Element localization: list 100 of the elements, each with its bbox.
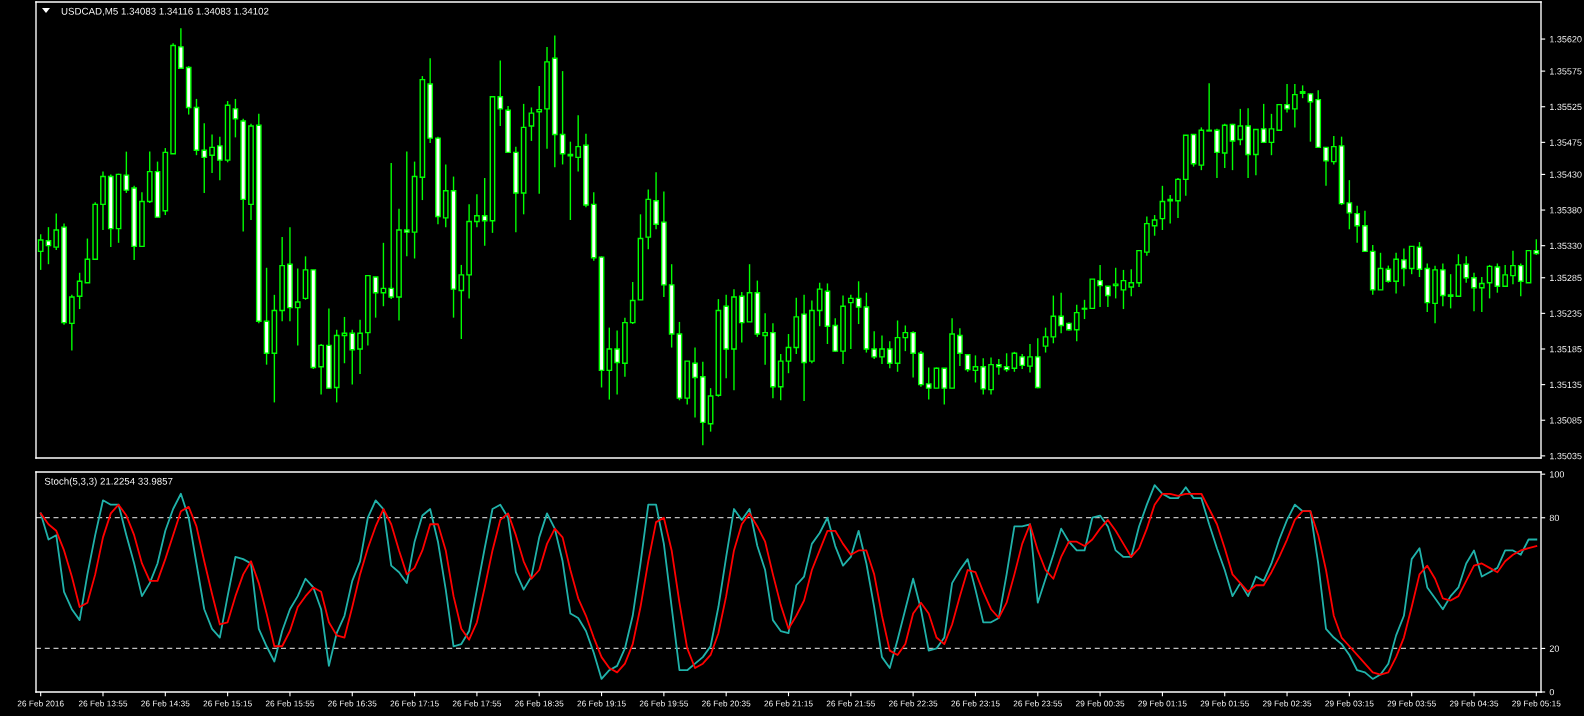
- candlestick: [1058, 292, 1065, 335]
- x-tick-label: 29 Feb 05:15: [1512, 700, 1561, 707]
- x-tick-label: 26 Feb 23:15: [951, 700, 1000, 707]
- y-tick-label: 1.35575: [1550, 68, 1582, 75]
- candlestick: [957, 327, 963, 367]
- candlestick: [886, 340, 893, 369]
- x-tick-label: 26 Feb 20:35: [702, 700, 751, 707]
- candlestick: [216, 135, 223, 181]
- candlestick: [1330, 135, 1337, 166]
- candlestick: [762, 312, 769, 366]
- candlestick: [1128, 268, 1135, 297]
- candlestick: [692, 346, 698, 419]
- candlestick: [318, 343, 324, 396]
- y-tick-label: 80: [1549, 514, 1560, 522]
- candlestick: [1027, 343, 1033, 374]
- y-tick-label: 1.35035: [1550, 452, 1582, 460]
- x-tick-label: 29 Feb 03:15: [1325, 700, 1374, 707]
- candlestick: [232, 98, 239, 139]
- candlestick: [995, 358, 1002, 376]
- candlestick: [629, 281, 636, 325]
- candlestick: [910, 330, 917, 379]
- x-tick-label: 26 Feb 17:55: [452, 700, 502, 707]
- candlestick: [1112, 267, 1119, 300]
- x-tick-label: 29 Feb 01:15: [1138, 700, 1187, 707]
- candlestick: [1478, 276, 1485, 313]
- candlestick: [1050, 294, 1057, 344]
- candlestick: [1463, 255, 1470, 284]
- candlestick: [902, 324, 909, 352]
- x-tick-label: 29 Feb 02:35: [1262, 700, 1312, 707]
- candlestick: [1517, 262, 1524, 297]
- candlestick: [458, 264, 465, 340]
- x-tick-label: 26 Feb 15:55: [265, 700, 315, 707]
- candlestick: [925, 366, 932, 401]
- candlestick: [855, 280, 862, 325]
- y-tick-label: 1.35235: [1550, 310, 1582, 317]
- candlestick: [1105, 285, 1111, 308]
- candlestick: [209, 133, 215, 174]
- y-tick-label: 1.35430: [1550, 171, 1582, 178]
- candlestick: [1447, 273, 1454, 310]
- y-tick-label: 1.35380: [1550, 207, 1582, 214]
- candlestick: [357, 319, 363, 375]
- candlestick: [614, 329, 620, 396]
- candlestick: [847, 294, 854, 350]
- x-tick-label: 26 Feb 22:35: [889, 700, 938, 707]
- candlestick: [606, 326, 613, 401]
- candlestick: [1494, 262, 1501, 294]
- candlestick: [1354, 205, 1361, 244]
- candlestick: [37, 233, 44, 271]
- candlestick: [1502, 264, 1509, 287]
- candlestick: [1393, 252, 1399, 295]
- y-tick-label: 20: [1549, 645, 1560, 652]
- candlestick: [388, 162, 395, 300]
- candlestick: [481, 177, 488, 247]
- candlestick: [474, 193, 480, 228]
- x-tick-label: 26 Feb 19:55: [639, 700, 689, 707]
- x-tick-label: 26 Feb 2016: [17, 700, 64, 707]
- candlestick: [123, 150, 130, 194]
- candlestick: [1151, 214, 1158, 237]
- candlestick: [1042, 326, 1049, 354]
- candlestick: [871, 330, 878, 360]
- candlestick: [1291, 83, 1298, 129]
- x-tick-label: 29 Feb 03:55: [1387, 700, 1436, 707]
- candlestick: [1260, 103, 1267, 144]
- y-tick-label: 0: [1549, 688, 1554, 696]
- candlestick: [1003, 352, 1010, 373]
- x-tick-label: 26 Feb 14:35: [141, 700, 190, 707]
- y-tick-label: 1.35620: [1550, 36, 1582, 43]
- candlestick: [1401, 247, 1407, 287]
- y-tick-label: 1.35135: [1550, 381, 1582, 388]
- candlestick: [403, 150, 410, 258]
- candlestick: [528, 106, 535, 142]
- candlestick: [1214, 128, 1220, 179]
- candlestick: [575, 114, 582, 173]
- candlestick: [567, 140, 574, 221]
- candlestick: [294, 267, 301, 347]
- x-tick-label: 26 Feb 17:15: [390, 700, 439, 707]
- candlestick: [53, 212, 60, 251]
- x-tick-label: 26 Feb 21:15: [764, 700, 813, 707]
- candlestick: [1323, 146, 1329, 187]
- candlestick: [816, 282, 823, 327]
- y-tick-label: 1.35475: [1550, 139, 1582, 146]
- y-tick-label: 100: [1550, 471, 1565, 478]
- y-tick-label: 1.35085: [1550, 417, 1582, 424]
- candlestick: [1097, 264, 1103, 308]
- candlestick: [1471, 272, 1477, 312]
- candlestick: [1346, 179, 1353, 230]
- candlestick: [1120, 269, 1127, 310]
- text: Stoch(5,3,3) 21.2254 33.9857: [44, 477, 173, 487]
- candlestick: [879, 334, 885, 365]
- y-tick-label: 1.35330: [1550, 242, 1582, 250]
- candlestick: [536, 85, 543, 195]
- text: USDCAD,M5 1.34083 1.34116 1.34083 1.34102: [61, 7, 269, 16]
- y-tick-label: 1.35285: [1550, 274, 1582, 282]
- candlestick: [1206, 82, 1213, 132]
- x-tick-label: 29 Feb 01:55: [1200, 700, 1249, 707]
- candlestick: [1408, 245, 1415, 275]
- x-tick-label: 29 Feb 00:35: [1075, 700, 1125, 707]
- x-tick-label: 26 Feb 21:55: [826, 700, 876, 707]
- candlestick: [497, 59, 504, 127]
- candlestick: [972, 354, 979, 384]
